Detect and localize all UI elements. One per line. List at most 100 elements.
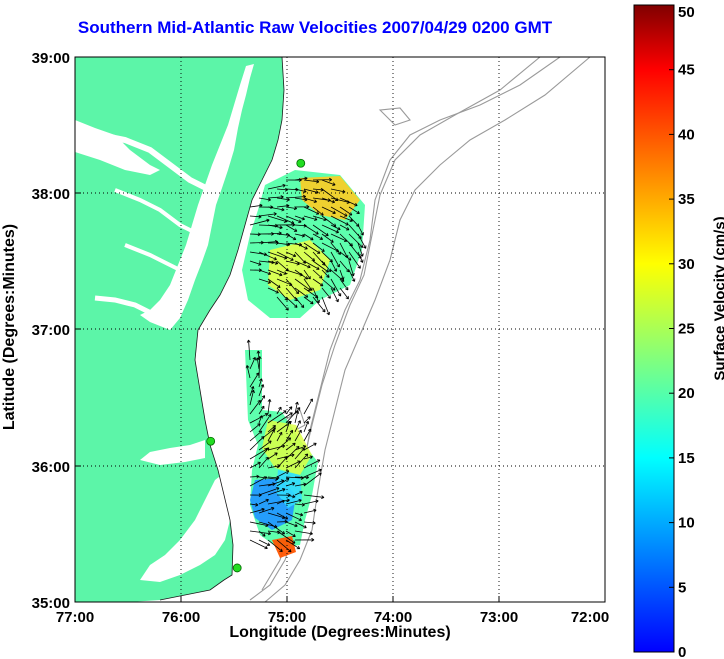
velocity-arrow: [285, 445, 300, 460]
radar-station-marker: [206, 436, 216, 446]
velocity-arrow: [294, 453, 309, 469]
velocity-arrow: [249, 412, 269, 424]
y-tick-label: 35:00: [32, 595, 70, 612]
velocity-arrow: [303, 472, 322, 487]
velocity-arrow: [294, 215, 305, 221]
velocity-arrow: [276, 222, 296, 227]
radar-station-marker: [296, 158, 306, 168]
velocity-arrow: [294, 521, 307, 529]
velocity-arrow: [348, 269, 356, 282]
velocity-arrow: [348, 206, 360, 214]
velocity-arrow: [267, 224, 283, 230]
velocity-arrow: [249, 218, 270, 226]
velocity-arrow: [348, 260, 355, 277]
velocity-arrow: [267, 269, 283, 277]
velocity-arrow: [267, 260, 279, 265]
velocity-arrow: [303, 224, 319, 235]
velocity-arrow: [285, 442, 296, 451]
y-tick-label: 38:00: [32, 186, 70, 203]
york-river: [124, 243, 191, 277]
velocity-arrow: [312, 206, 324, 216]
velocity-arrow: [294, 296, 305, 309]
velocity-arrow: [276, 406, 282, 415]
velocity-arrow: [258, 415, 263, 424]
velocity-arrow: [249, 372, 260, 388]
colorbar-tick-label: 10: [678, 515, 695, 532]
velocity-arrow: [357, 251, 364, 263]
velocity-arrow: [294, 512, 304, 517]
velocity-arrow: [285, 224, 298, 232]
velocity-arrow: [339, 287, 349, 300]
velocity-arrow: [321, 278, 336, 291]
velocity-arrow: [312, 260, 329, 273]
velocity-arrow: [285, 215, 302, 223]
velocity-arrow: [294, 260, 311, 269]
velocity-arrow: [303, 508, 317, 514]
velocity-arrow: [258, 278, 272, 284]
velocity-arrow: [303, 251, 316, 262]
chesapeake-bay: [140, 64, 254, 330]
velocity-arrow: [339, 215, 353, 222]
velocity-arrow: [294, 530, 313, 536]
velocity-arrow: [249, 423, 261, 433]
rappahannock-river: [114, 188, 201, 237]
x-tick-labels: 77:00 76:00 75:00 74:00 73:00 72:00: [56, 609, 609, 626]
radar-station-marker: [232, 563, 242, 573]
coastline: [159, 57, 285, 601]
velocity-arrow: [267, 539, 283, 553]
velocity-arrow: [285, 296, 298, 308]
velocity-arrow: [276, 539, 292, 553]
x-tick-label: 76:00: [162, 609, 200, 626]
velocity-arrow: [249, 502, 259, 507]
velocity-arrow: [285, 498, 302, 505]
velocity-arrow: [285, 278, 300, 295]
y-tick-label: 39:00: [32, 50, 70, 67]
velocity-arrow: [303, 206, 320, 215]
x-axis-label: Longitude (Degrees:Minutes): [229, 624, 451, 641]
velocity-arrow: [276, 437, 292, 451]
x-tick-label: 77:00: [56, 609, 94, 626]
velocity-arrow: [267, 278, 281, 289]
velocity-arrow: [258, 530, 266, 537]
velocity-arrow: [303, 278, 313, 291]
velocity-arrow: [258, 487, 280, 496]
velocity-arrow: [249, 389, 255, 406]
velocity-arrow: [285, 429, 294, 442]
tick-marks: [74, 56, 606, 603]
velocity-arrow: [339, 251, 352, 261]
velocity-arrow: [330, 206, 348, 217]
james-river: [94, 295, 176, 325]
x-tick-label: 73:00: [480, 609, 518, 626]
velocity-patch-south-hot: [272, 536, 296, 558]
velocity-arrow: [245, 365, 251, 379]
velocity-arrow: [303, 179, 320, 184]
colorbar-tick-label: 5: [678, 579, 686, 596]
velocity-arrow: [249, 461, 261, 469]
colorbar-tick-label: 25: [678, 321, 695, 338]
velocity-arrow: [303, 398, 313, 415]
velocity-arrow: [312, 242, 325, 252]
velocity-arrow: [267, 488, 286, 496]
colorbar-label: Surface Velocity (cm/s): [711, 216, 724, 381]
velocity-arrow: [303, 188, 319, 194]
velocity-arrow: [303, 242, 321, 254]
velocity-arrow: [276, 412, 293, 424]
velocity-arrow: [249, 476, 268, 487]
velocity-arrow: [249, 399, 261, 415]
y-tick-labels: 39:00 38:00 37:00 36:00 35:00: [32, 50, 70, 612]
velocity-arrow: [348, 233, 364, 248]
velocity-arrow: [321, 224, 339, 234]
velocity-arrow: [285, 521, 298, 528]
velocity-arrow: [303, 442, 317, 451]
velocity-arrow: [312, 296, 326, 313]
velocity-arrow: [267, 206, 285, 212]
colorbar-tick-label: 30: [678, 256, 695, 273]
velocity-arrow: [294, 287, 309, 298]
velocity-arrow: [294, 242, 308, 250]
velocity-arrow: [339, 197, 358, 207]
velocity-arrow: [258, 197, 271, 202]
velocity-arrow: [303, 269, 311, 280]
velocity-arrow: [285, 251, 297, 258]
velocity-arrow: [249, 260, 262, 266]
